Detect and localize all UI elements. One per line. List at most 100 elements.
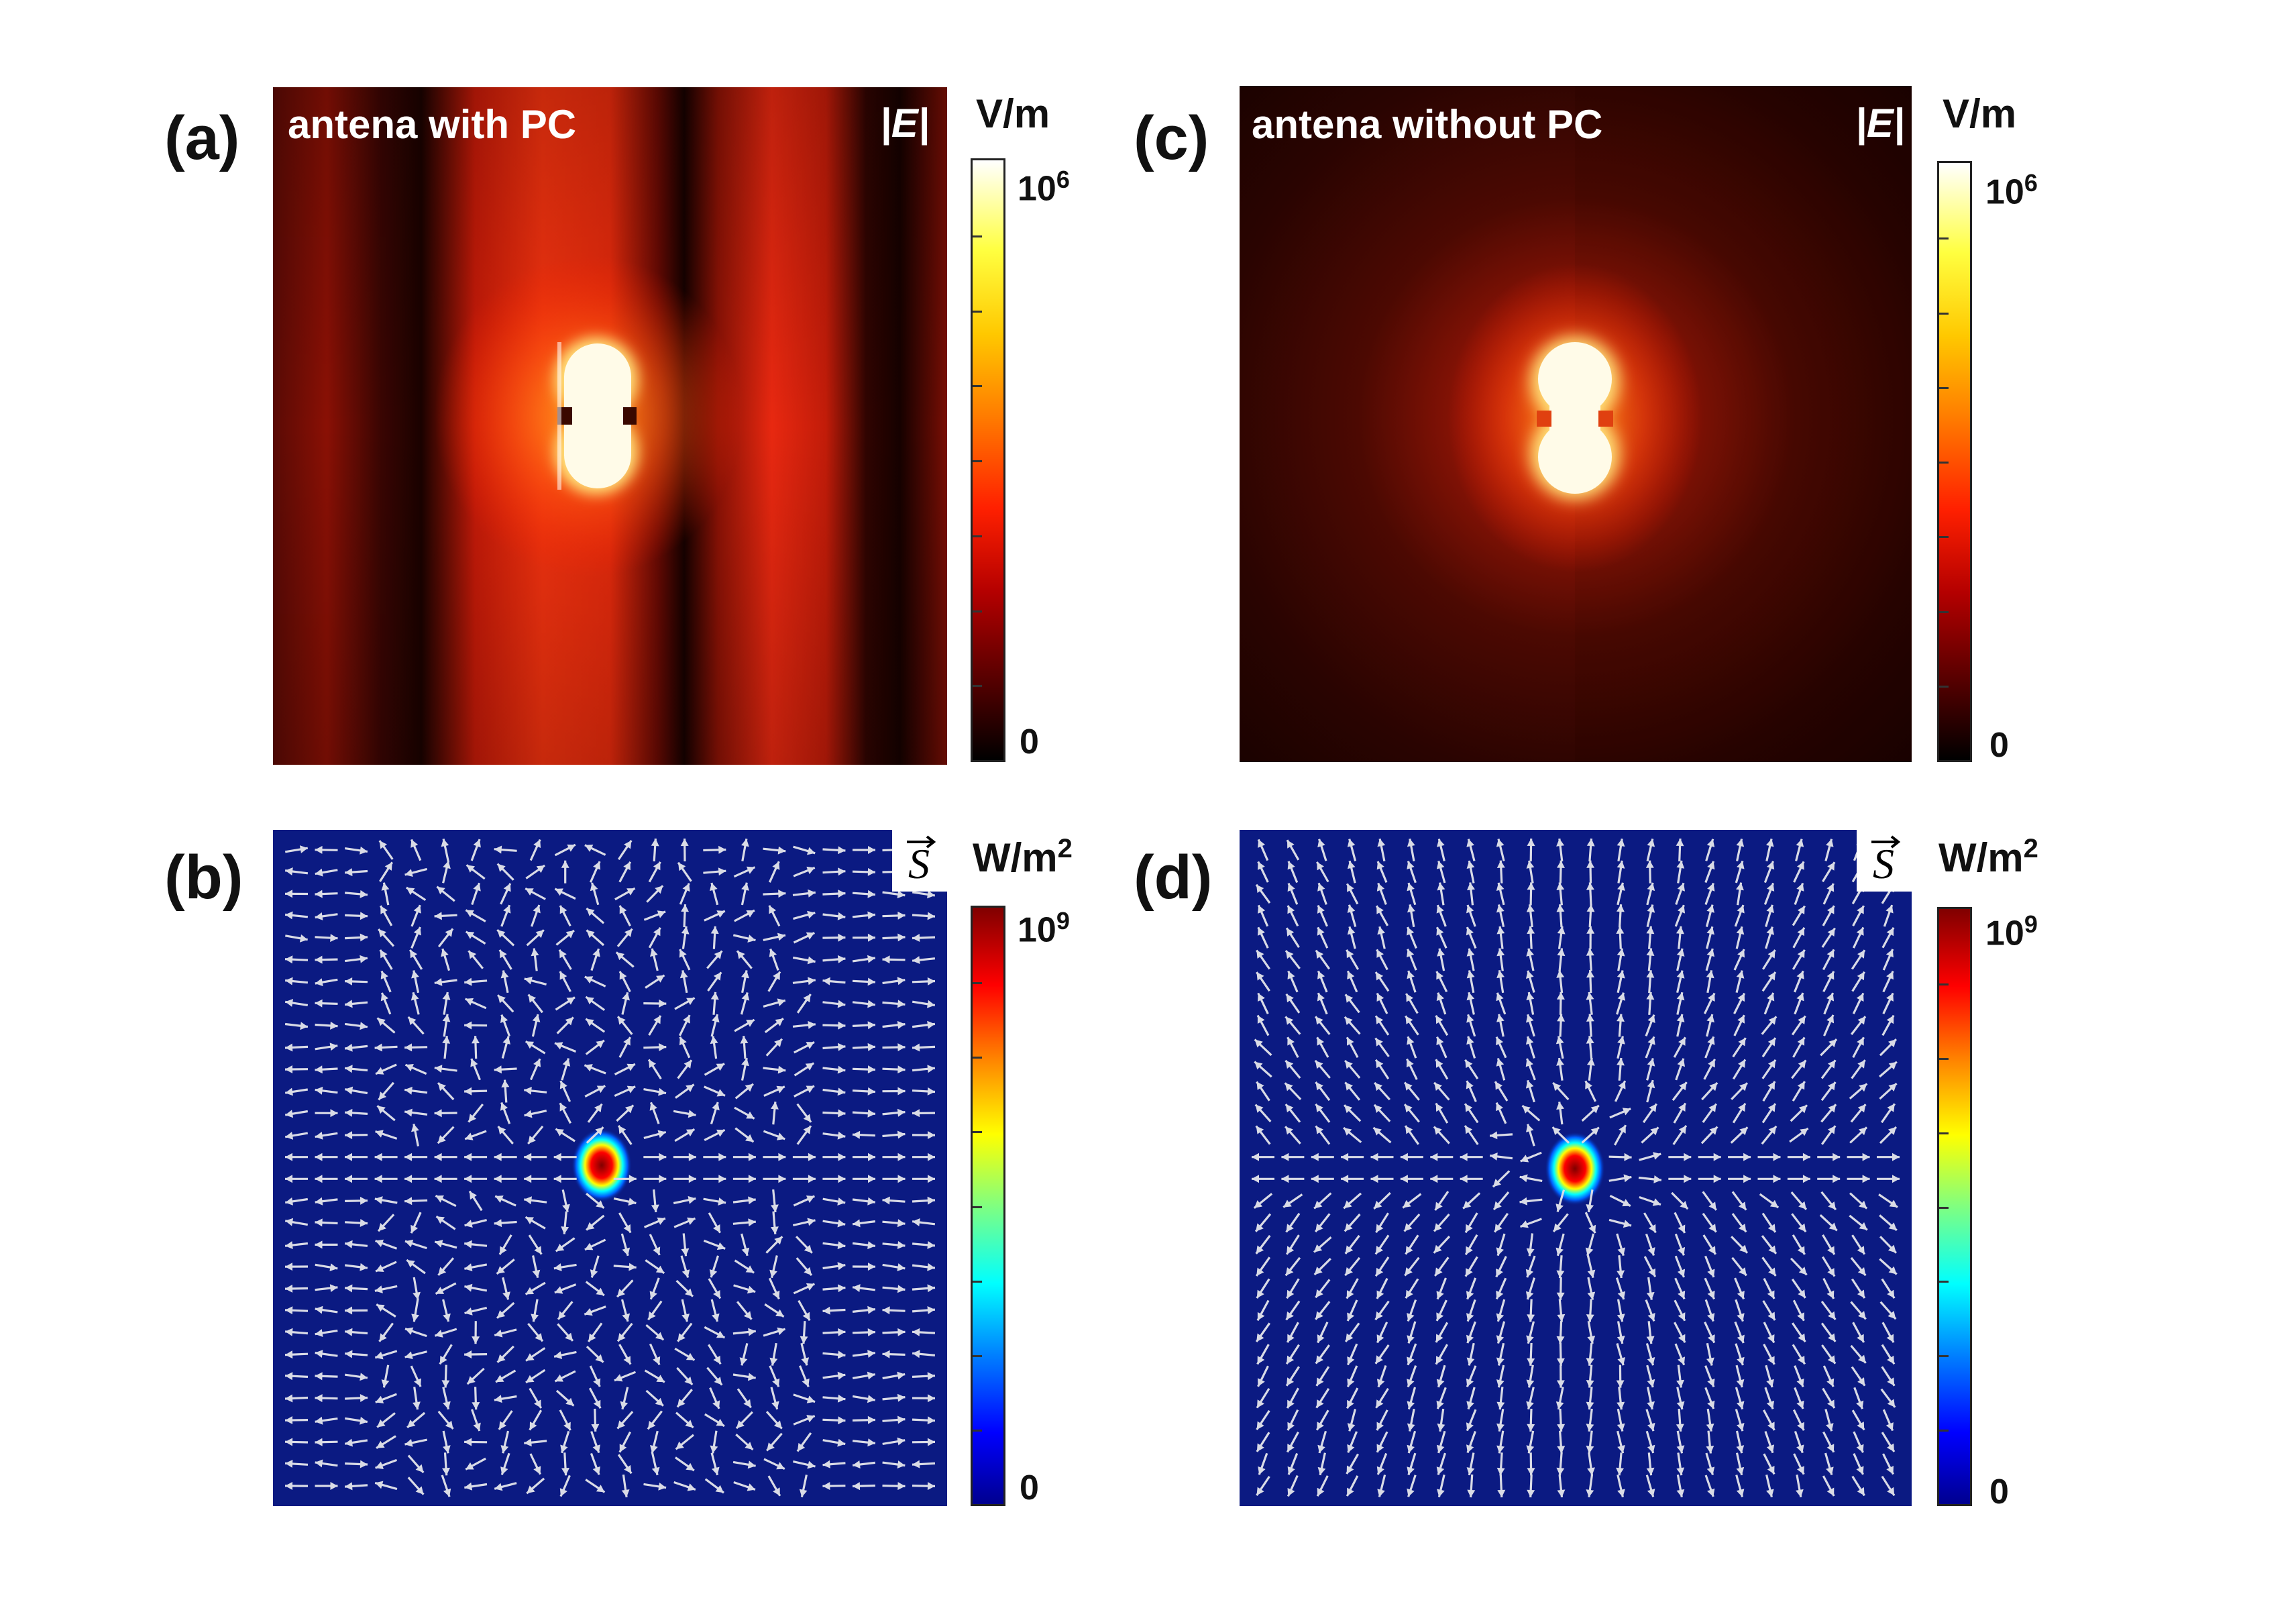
vector-arrow-head [1676, 1379, 1684, 1388]
vector-arrow-head [1739, 1127, 1748, 1136]
vector-arrow-head [1256, 1487, 1264, 1496]
vector-arrow-head [1287, 883, 1295, 892]
vector-arrow-head [1736, 926, 1745, 935]
vector-arrow-head [1345, 1267, 1353, 1276]
vector-arrow-head [1768, 1245, 1776, 1254]
vector-arrow-head [1826, 949, 1835, 958]
vector-arrow-head [1283, 1199, 1292, 1208]
vector-arrow-head [928, 1153, 935, 1161]
vector-arrow-head [315, 868, 323, 877]
vector-arrow-head [1256, 1421, 1264, 1430]
vector-arrow-head [561, 1468, 569, 1476]
vector-arrow-head [1436, 861, 1445, 869]
vector-arrow-head [686, 1129, 695, 1136]
vector-arrow-head [1737, 1313, 1745, 1322]
vector-arrow-head [1828, 1039, 1837, 1048]
vector-arrow-head [1706, 1014, 1714, 1023]
vector-arrow-head [1496, 1268, 1503, 1277]
vector-arrow-head [1738, 1059, 1745, 1068]
vector-arrow-head [1405, 1104, 1413, 1113]
vector-arrow-head [586, 1018, 594, 1026]
vector-arrow-head [1375, 1311, 1383, 1320]
vector-arrow-head [1736, 839, 1745, 847]
vector-arrow-head [566, 997, 575, 1005]
vector-arrow-head [1315, 1082, 1323, 1091]
vector-arrow-head [1526, 1445, 1535, 1454]
vector-arrow-head [1527, 839, 1535, 847]
vector-arrow-head [739, 1357, 748, 1366]
vector-arrow-head [1743, 1175, 1751, 1183]
vector-arrow-head [1436, 1291, 1444, 1299]
vector-arrow-head [1526, 992, 1535, 1001]
vector-arrow-head [769, 1269, 777, 1278]
vector-arrow-head [685, 1420, 694, 1428]
vector-arrow-head [1619, 1125, 1626, 1134]
vector-arrow-head [555, 1244, 565, 1252]
vector-arrow-head [1767, 1104, 1775, 1112]
vector-arrow-head [1436, 971, 1443, 980]
vector-arrow-head [1617, 1401, 1625, 1410]
vector-arrow-head [404, 1439, 413, 1447]
vector-arrow-head [1557, 948, 1566, 957]
vector-arrow-head [1376, 906, 1384, 914]
vector-arrow-head [681, 1269, 690, 1278]
vector-arrow-head [1406, 1059, 1414, 1068]
vector-arrow-head [1405, 1267, 1413, 1276]
vector-arrow-head [1346, 1333, 1354, 1342]
vector-arrow-head [747, 1483, 755, 1491]
vector-arrow-head [345, 1086, 353, 1095]
vector-arrow-head [746, 1020, 755, 1027]
vector-arrow-head [1437, 882, 1445, 891]
vector-arrow-head [806, 1085, 814, 1093]
vector-arrow-head [1617, 970, 1625, 979]
vector-arrow-head [806, 1395, 816, 1403]
vector-arrow-head [777, 1327, 785, 1336]
vector-arrow-head [897, 1415, 906, 1424]
vector-arrow-head [1647, 1247, 1655, 1256]
vector-arrow-head [1557, 1014, 1566, 1022]
vector-arrow-head [1676, 1424, 1684, 1432]
vector-arrow-head [808, 977, 816, 985]
panel-c-quantity-label: |E| [1855, 103, 1905, 144]
vector-arrow-head [443, 1401, 451, 1409]
vector-arrow-head [822, 977, 830, 985]
vector-arrow-head [1435, 1015, 1443, 1024]
vector-arrow-head [1767, 950, 1775, 959]
vector-arrow-head [559, 949, 567, 959]
vector-arrow-head [590, 1269, 598, 1278]
vector-arrow-head [868, 1175, 875, 1183]
vector-arrow-head [1376, 861, 1384, 870]
vector-arrow-head [897, 977, 906, 985]
vector-arrow-head [1737, 1356, 1745, 1365]
vector-arrow-head [747, 1285, 756, 1294]
vector-arrow-head [867, 890, 875, 898]
vector-arrow-head [315, 1394, 323, 1403]
vector-arrow-head [531, 1314, 539, 1322]
vector-arrow-head [1586, 839, 1595, 847]
vector-arrow-head [1888, 1266, 1897, 1275]
vector-arrow-head [1768, 1016, 1777, 1025]
vector-arrow-head [439, 1355, 447, 1365]
vector-arrow-head [1649, 1104, 1657, 1112]
vector-arrow-head [565, 1017, 573, 1026]
vector-arrow-head [1827, 862, 1835, 871]
vector-arrow-head [584, 1064, 593, 1072]
vector-arrow-head [1738, 1201, 1747, 1210]
vector-arrow-head [1347, 861, 1356, 869]
vector-arrow-head [1255, 1104, 1264, 1113]
vector-arrow-head [1374, 1200, 1382, 1209]
vector-arrow-head [1527, 926, 1535, 934]
vector-arrow-head [1767, 1081, 1775, 1090]
vector-arrow-head [285, 1175, 292, 1183]
vector-arrow-head [1707, 1290, 1715, 1299]
vector-arrow-head [558, 1311, 566, 1320]
vector-arrow-head [345, 1043, 353, 1052]
vector-arrow-head [1706, 839, 1715, 847]
vector-arrow-head [1587, 1269, 1596, 1278]
vector-arrow-head [330, 1109, 338, 1118]
vector-arrow-head [1736, 1466, 1745, 1475]
vector-arrow-head [1828, 1104, 1837, 1113]
vector-arrow-head [686, 1352, 695, 1360]
vector-arrow-head [626, 888, 635, 896]
vector-arrow-head [1317, 1037, 1325, 1046]
